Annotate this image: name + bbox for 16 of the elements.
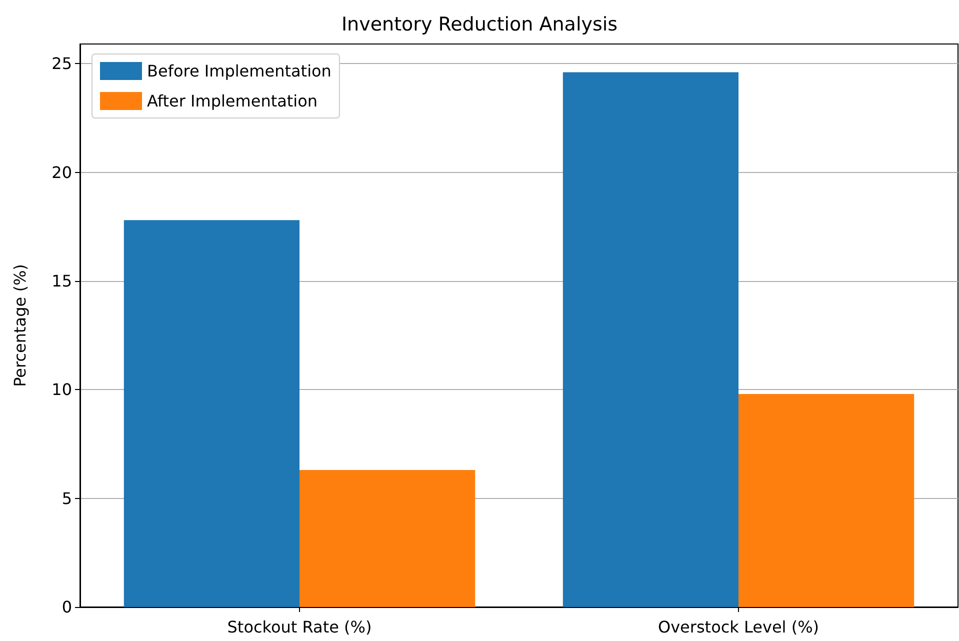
y-tick-label: 0 xyxy=(62,598,72,616)
legend-label: Before Implementation xyxy=(147,62,332,80)
bar xyxy=(738,394,914,607)
bar xyxy=(562,72,738,607)
chart-title: Inventory Reduction Analysis xyxy=(341,14,618,36)
y-tick-label: 10 xyxy=(52,380,72,400)
legend-label: After Implementation xyxy=(147,92,318,110)
y-tick-label: 25 xyxy=(52,54,72,74)
bar xyxy=(300,470,476,607)
y-axis-title: Percentage (%) xyxy=(10,264,30,387)
y-tick-label: 5 xyxy=(62,488,72,508)
x-tick-label: Overstock Level (%) xyxy=(658,618,820,636)
bar xyxy=(124,220,300,607)
y-tick-label: 15 xyxy=(52,271,72,290)
x-tick-label: Stockout Rate (%) xyxy=(227,618,372,636)
y-tick-label: 20 xyxy=(52,162,72,182)
